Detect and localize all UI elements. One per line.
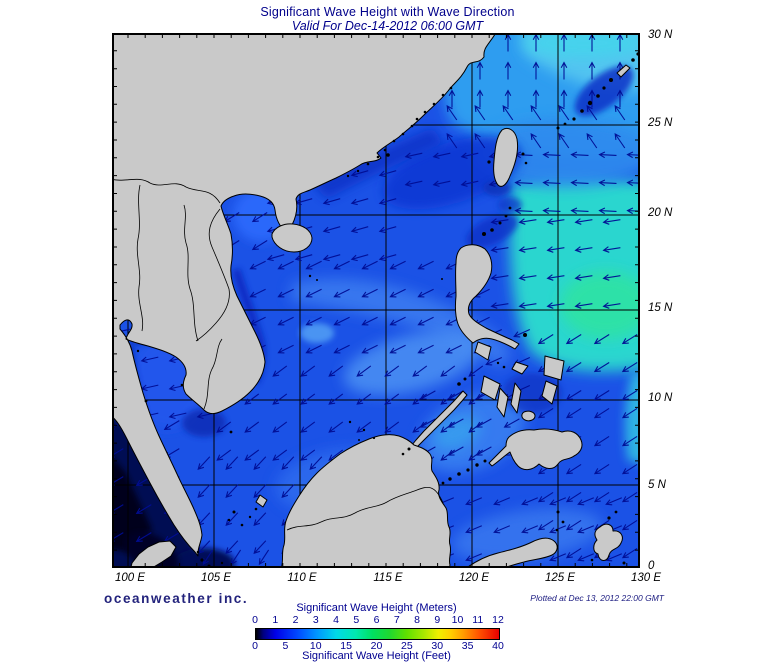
feet-tick-label: 15 — [340, 640, 352, 652]
meters-tick-label: 10 — [451, 614, 464, 626]
okinawa-island — [616, 64, 631, 78]
bohol-island — [521, 410, 536, 422]
feet-tick-label: 40 — [492, 640, 504, 652]
meters-tick-label: 9 — [434, 614, 441, 626]
panay-island — [480, 375, 501, 401]
lat-label: 0 — [648, 560, 655, 572]
tick-marks — [112, 33, 640, 568]
sumatra-island — [130, 540, 177, 568]
map-frame — [112, 33, 640, 568]
page-title: Significant Wave Height with Wave Direct… — [260, 5, 515, 19]
country-borders — [112, 178, 444, 531]
sulawesi-island — [465, 537, 558, 568]
meters-tick-label: 7 — [393, 614, 400, 626]
grid-lines — [112, 33, 640, 568]
lon-label: 130 E — [630, 572, 662, 584]
natuna-island — [255, 494, 268, 508]
negros-island — [496, 387, 509, 418]
feet-tick-label: 35 — [461, 640, 474, 652]
feet-tick-label: 20 — [370, 640, 383, 652]
hainan-island — [271, 223, 313, 253]
lat-label: 10 N — [648, 392, 673, 404]
leyte-island — [541, 380, 558, 405]
meters-tick-label: 11 — [472, 614, 484, 626]
masbate-island — [511, 361, 529, 375]
meters-tick-label: 5 — [353, 614, 360, 626]
halmahera-island — [593, 523, 623, 561]
meters-tick-label: 6 — [373, 614, 380, 626]
lon-label: 120 E — [458, 572, 490, 584]
plotted-at-timestamp: Plotted at Dec 13, 2012 22:00 GMT — [530, 593, 664, 603]
feet-tick-label: 25 — [401, 640, 413, 652]
colorbar-title-feet: Significant Wave Height (Feet) — [302, 650, 451, 662]
arrow-zone — [419, 390, 520, 456]
taiwan-island — [493, 127, 518, 187]
island-specks — [136, 52, 640, 568]
meters-tick-label: 2 — [292, 614, 299, 626]
lon-label: 115 E — [373, 572, 403, 584]
feet-tick-label: 5 — [282, 640, 289, 652]
feet-tick-label: 10 — [309, 640, 322, 652]
mindanao-island — [488, 428, 583, 471]
arrow-zone — [490, 218, 621, 309]
feet-tick-label: 0 — [252, 640, 258, 652]
lat-label: 20 N — [648, 207, 673, 219]
meters-tick-label: 8 — [414, 614, 420, 626]
meters-tick-label: 1 — [272, 614, 279, 626]
meters-tick-label: 4 — [333, 614, 339, 626]
oceanweather-branding: oceanweather inc. — [104, 591, 249, 606]
lat-label: 5 N — [648, 479, 666, 491]
mindoro-island — [474, 341, 492, 361]
meters-tick-label: 0 — [252, 614, 258, 626]
feet-tick-label: 30 — [431, 640, 444, 652]
lat-label: 15 N — [648, 302, 673, 314]
meters-tick-label: 12 — [492, 614, 504, 626]
luzon-island — [454, 244, 520, 350]
map-area — [112, 33, 640, 568]
cebu-island — [510, 382, 522, 414]
lon-label: 105 E — [200, 572, 232, 584]
map-svg — [112, 33, 640, 568]
lon-label: 125 E — [544, 572, 576, 584]
colorbar-title-meters: Significant Wave Height (Meters) — [296, 602, 457, 614]
samar-island — [543, 355, 565, 381]
meters-tick-label: 3 — [312, 614, 319, 626]
mainland-asia — [112, 33, 497, 557]
valid-time-subtitle: Valid For Dec-14-2012 06:00 GMT — [291, 19, 484, 33]
lon-label: 110 E — [287, 572, 317, 584]
degree-ticks — [112, 33, 640, 568]
lon-label: 100 E — [114, 572, 146, 584]
lat-label: 30 N — [648, 29, 673, 41]
lat-label: 25 N — [648, 117, 673, 129]
colorbar-gradient — [255, 628, 500, 640]
